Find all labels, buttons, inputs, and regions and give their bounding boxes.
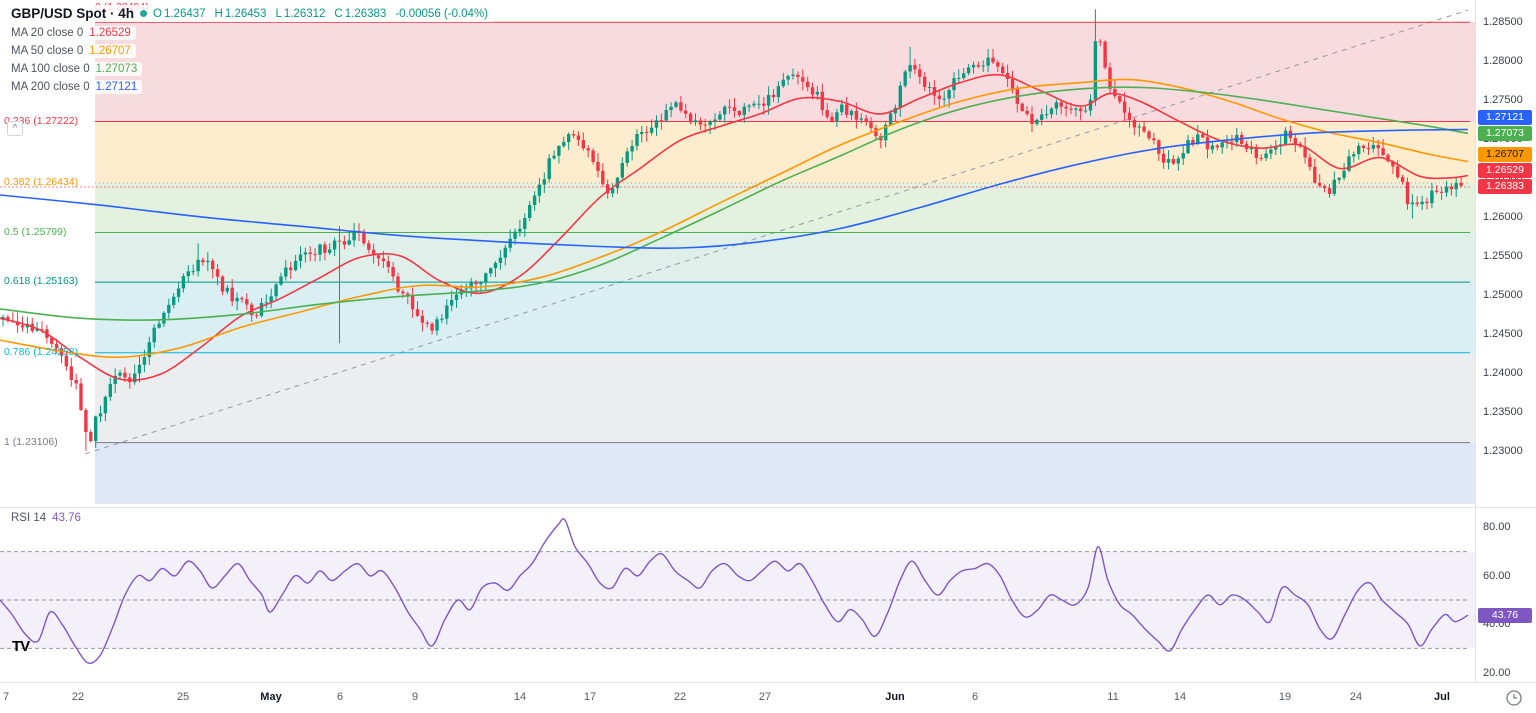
symbol-legend-row[interactable]: GBP/USD Spot · 4h O 1.26437 H 1.26453 L 1.2…	[6, 5, 496, 22]
rsi-label: RSI 14	[11, 512, 47, 524]
fib-band	[95, 352, 1475, 443]
fib-band	[95, 282, 1475, 353]
time-axis[interactable]: 7 22 25 May 6 9 14 17 22 27 Jun 6 11 14 19 24 Jul	[0, 683, 1536, 713]
ma-20-label: MA 20 close 0	[11, 27, 84, 39]
ma-50-line[interactable]	[0, 78, 1469, 359]
high-value: 1.26453	[224, 7, 267, 20]
rsi-axis-label: 80.00	[1483, 521, 1511, 534]
tradingview-logo[interactable]: TV	[12, 638, 30, 655]
ma-20-legend[interactable]: MA 20 close 0 1.26529	[6, 26, 136, 40]
fib-band	[95, 182, 1475, 233]
open-label: O	[153, 7, 162, 20]
time-axis-label: 14	[513, 691, 527, 703]
ma-200-value: 1.27121	[95, 81, 138, 93]
rsi-pane[interactable]: RSI 14 43.76 TV	[0, 508, 1475, 682]
ma-20-value: 1.26529	[89, 27, 131, 39]
time-axis-label: 25	[176, 691, 190, 703]
price-axis-label: 1.24000	[1483, 366, 1523, 379]
time-axis-label: 11	[1107, 691, 1119, 703]
fib-band	[95, 22, 1475, 122]
time-axis-label: 6	[336, 691, 344, 703]
time-axis-label: 27	[758, 691, 772, 703]
ohlc-readout: O 1.26437 H 1.26453 L 1.26312 C 1.26383 -0.0…	[153, 8, 490, 20]
rsi-legend[interactable]: RSI 14 43.76	[6, 511, 86, 525]
ma-100-label: MA 100 close 0	[11, 63, 90, 75]
pane-divider[interactable]	[0, 507, 1536, 508]
low-label: L	[275, 7, 282, 20]
time-axis-label: Jul	[1434, 691, 1450, 703]
chart-legend: GBP/USD Spot · 4h O 1.26437 H 1.26453 L 1.2…	[6, 5, 496, 98]
high-label: H	[214, 7, 223, 20]
price-chart-canvas[interactable]	[0, 0, 1475, 507]
time-axis-label: 14	[1173, 691, 1187, 703]
change-value: -0.00056 (-0.04%)	[395, 7, 489, 20]
ma-20-line[interactable]	[0, 73, 1469, 382]
price-pane[interactable]: 0 (1.28494)0.236 (1.27222)0.382 (1.26434…	[0, 0, 1475, 507]
rsi-line[interactable]	[0, 518, 1469, 664]
time-axis-label: May	[260, 691, 282, 703]
price-badge: 1.27121	[1478, 109, 1532, 125]
time-axis-label: 17	[583, 691, 597, 703]
fib-band	[95, 121, 1475, 183]
price-badge: 1.26529	[1478, 163, 1532, 179]
ma-50-legend[interactable]: MA 50 close 0 1.26707	[6, 44, 136, 58]
time-axis-label: Jun	[885, 691, 905, 703]
rsi-axis-label: 20.00	[1483, 666, 1511, 679]
price-axis-label: 1.28500	[1483, 15, 1523, 28]
open-value: 1.26437	[163, 7, 206, 20]
price-axis[interactable]: 1.285001.280001.275001.270001.265001.260…	[1476, 0, 1536, 682]
time-axis-label: 22	[673, 691, 687, 703]
close-value: 1.26383	[344, 7, 387, 20]
price-badge: 1.26707	[1478, 147, 1532, 163]
time-axis-label: 22	[71, 691, 85, 703]
ma-200-legend[interactable]: MA 200 close 0 1.27121	[6, 80, 143, 94]
ma-200-line[interactable]	[0, 128, 1469, 250]
ma-50-value: 1.26707	[89, 45, 131, 57]
price-badge: 1.27073	[1478, 125, 1532, 141]
price-axis-label: 1.24500	[1483, 327, 1523, 340]
ma-50-label: MA 50 close 0	[11, 45, 84, 57]
price-axis-label: 1.25000	[1483, 288, 1523, 301]
close-label: C	[334, 7, 343, 20]
rsi-axis[interactable]: 80.00 60.00 40.00 20.00 43.76	[1476, 508, 1536, 682]
price-axis-label: 1.27500	[1483, 93, 1523, 106]
low-value: 1.26312	[283, 7, 326, 20]
price-axis-label: 1.23000	[1483, 444, 1523, 457]
ma-100-line[interactable]	[0, 86, 1469, 321]
collapse-indicators-button[interactable]: ^	[7, 121, 23, 136]
price-axis-label: 1.28000	[1483, 54, 1523, 67]
price-axis-label: 1.25500	[1483, 249, 1523, 262]
rsi-value: 43.76	[52, 512, 81, 524]
price-axis-divider	[1475, 0, 1476, 682]
market-status-dot	[140, 10, 148, 17]
price-badge: 1.26383	[1478, 179, 1532, 195]
price-axis-label: 1.26000	[1483, 210, 1523, 223]
time-axis-label: 19	[1278, 691, 1292, 703]
ma-100-value: 1.27073	[95, 63, 138, 75]
fib-band	[95, 442, 1475, 504]
rsi-axis-label: 60.00	[1483, 569, 1511, 582]
time-axis-divider	[0, 682, 1536, 683]
price-axis-label: 1.23500	[1483, 405, 1523, 418]
time-axis-label: 9	[411, 691, 419, 703]
fib-bands-layer	[95, 22, 1475, 504]
time-axis-label: 24	[1349, 691, 1363, 703]
ma-100-legend[interactable]: MA 100 close 0 1.27073	[6, 62, 143, 76]
rsi-badge: 43.76	[1478, 607, 1532, 623]
time-axis-label: 6	[971, 691, 979, 703]
clock-icon-glyph	[1506, 690, 1522, 706]
trendline[interactable]	[84, 9, 1469, 455]
rsi-canvas[interactable]	[0, 508, 1475, 682]
clock-icon[interactable]	[1505, 689, 1523, 707]
ma-200-label: MA 200 close 0	[11, 81, 90, 93]
time-axis-label: 7	[2, 691, 10, 703]
symbol-title[interactable]: GBP/USD Spot · 4h	[11, 6, 135, 21]
